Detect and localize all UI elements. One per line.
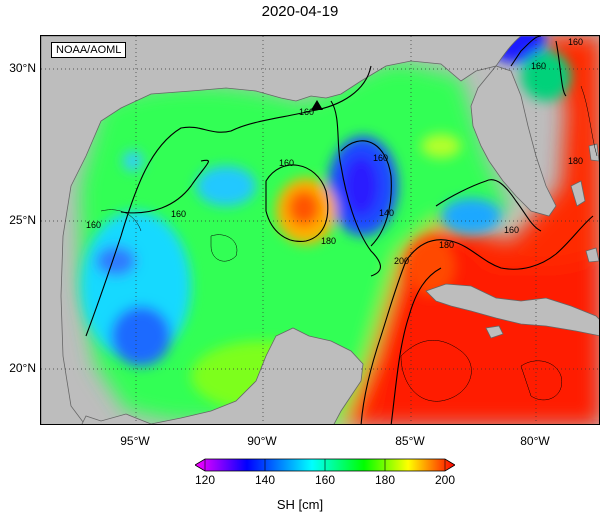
lon-label: 90°W	[247, 434, 277, 448]
contour-label: 200	[394, 256, 409, 266]
colorbar-tick: 200	[434, 473, 456, 487]
colorbar-tick: 140	[254, 473, 276, 487]
contour-label: 140	[379, 208, 394, 218]
contour-label: 180	[321, 236, 336, 246]
contour-label: 180	[439, 240, 454, 250]
sea-height-map: 160 160 160 160 160 160 160 140 180 180 …	[41, 36, 599, 424]
contour-label: 160	[86, 220, 101, 230]
coastlines	[41, 36, 599, 424]
contour-label: 160	[504, 225, 519, 235]
contour-label: 160	[531, 61, 546, 71]
location-marker	[311, 100, 323, 110]
map-title: 2020-04-19	[261, 3, 339, 20]
colorbar-title: SH [cm]	[276, 497, 324, 512]
contour-label: 160	[279, 158, 294, 168]
colorbar-tick: 120	[194, 473, 216, 487]
lat-label: 20°N	[9, 361, 36, 375]
contour-label: 180	[568, 156, 583, 166]
credit-label: NOAA/AOML	[51, 42, 127, 58]
contour-label: 160	[299, 107, 314, 117]
contour-label: 160	[171, 209, 186, 219]
colorbar	[195, 458, 455, 472]
colorbar-tick: 180	[374, 473, 396, 487]
colorbar-tick: 160	[314, 473, 336, 487]
lon-label: 95°W	[120, 434, 150, 448]
contour-label: 160	[568, 37, 583, 47]
contour-label: 160	[373, 153, 388, 163]
lon-label: 85°W	[395, 434, 425, 448]
lat-label: 30°N	[9, 61, 36, 75]
lat-label: 25°N	[9, 213, 36, 227]
graticule	[41, 36, 599, 424]
map-panel: 160 160 160 160 160 160 160 140 180 180 …	[40, 35, 600, 425]
lon-label: 80°W	[520, 434, 550, 448]
